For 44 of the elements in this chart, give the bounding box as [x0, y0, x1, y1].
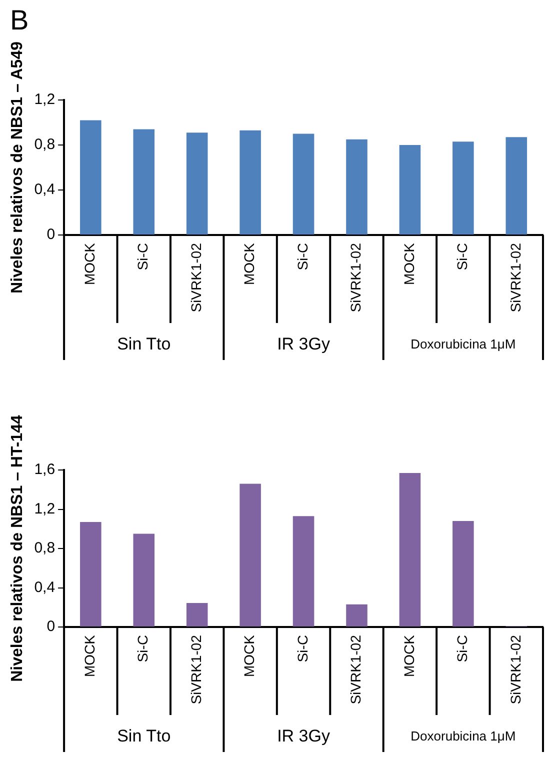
x-tick-label: Si-C — [134, 243, 151, 270]
y-tick-label: 0 — [46, 226, 56, 244]
x-tick-label: MOCK — [82, 634, 98, 677]
bar — [80, 522, 102, 626]
text: Sin Tto — [117, 726, 171, 746]
bar — [452, 521, 474, 626]
y-tick-label: 1,2 — [34, 500, 56, 518]
y-tick-label: 0,4 — [34, 181, 56, 198]
bar — [292, 516, 314, 626]
x-tick-label: SiVRK1-02 — [507, 634, 524, 704]
x-tick-label: MOCK — [400, 242, 417, 285]
x-tick-label: MOCK — [82, 242, 98, 285]
x-tick-label: SiVRK1-02 — [348, 242, 364, 312]
text: Doxorubicina 1μM — [410, 336, 516, 352]
y-axis-title: Niveles relativos de NBS1 – HT-144 — [9, 415, 26, 682]
x-tick-label: MOCK — [241, 242, 258, 285]
x-tick-label: SiVRK1-02 — [348, 634, 364, 704]
y-tick-label: 0,8 — [34, 540, 56, 557]
x-tick-label: Si-C — [294, 635, 310, 662]
text: Sin Tto — [117, 334, 171, 354]
x-tick-label: Si-C — [454, 243, 470, 270]
x-tick-label: SiVRK1-02 — [507, 242, 524, 312]
text: IR 3Gy — [277, 726, 330, 746]
y-tick-label: 1,2 — [34, 91, 56, 108]
bar — [346, 604, 368, 626]
x-tick-label: MOCK — [400, 634, 417, 677]
bar — [399, 472, 421, 626]
y-tick-label: 0,4 — [34, 578, 56, 596]
y-tick-label: 0,8 — [34, 136, 56, 154]
x-tick-label: SiVRK1-02 — [188, 242, 204, 312]
x-tick-label: SiVRK1-02 — [188, 634, 204, 704]
x-tick-label: Si-C — [134, 635, 151, 662]
x-tick-label: Si-C — [294, 243, 310, 270]
y-tick-label: 0 — [46, 618, 56, 636]
bar — [186, 602, 208, 626]
x-tick-label: MOCK — [241, 634, 258, 677]
bar — [133, 534, 155, 626]
y-axis-title: Niveles relativos de NBS1 – A549 — [9, 41, 26, 294]
chart-title: B — [10, 4, 29, 36]
text: Doxorubicina 1μM — [410, 728, 516, 744]
x-tick-label: Si-C — [454, 635, 470, 662]
bar — [240, 484, 261, 626]
y-tick-label: 1,6 — [34, 461, 56, 478]
text: IR 3Gy — [277, 334, 330, 354]
